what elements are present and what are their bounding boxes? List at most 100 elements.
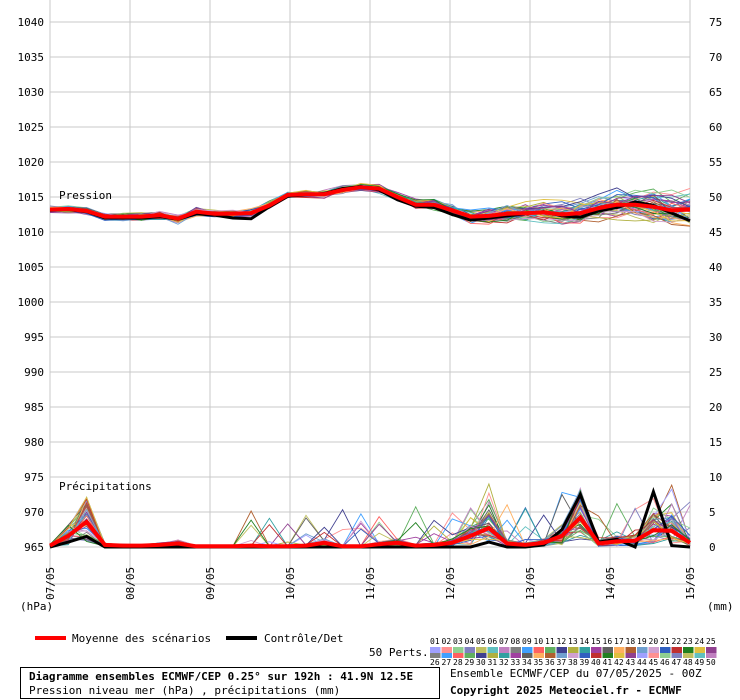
- perturbation-number: 03: [453, 637, 463, 646]
- perturbation-swatch: [591, 653, 602, 658]
- perturbation-number: 17: [614, 637, 624, 646]
- left-tick-label: 1010: [18, 226, 45, 239]
- perturbation-number: 45: [649, 658, 659, 667]
- perturbation-swatch: [648, 647, 659, 653]
- perturbation-swatch: [556, 647, 567, 653]
- perturbation-swatch: [579, 647, 590, 653]
- mean-precip-line: [49, 514, 692, 549]
- perturbation-number: 02: [442, 637, 452, 646]
- perturbation-number: 47: [672, 658, 682, 667]
- perturbation-number: 27: [442, 658, 452, 667]
- grid: [49, 0, 691, 598]
- perturbation-swatch: [556, 653, 567, 658]
- perturbation-swatch: [453, 653, 464, 658]
- left-tick-label: 990: [24, 366, 44, 379]
- right-tick-label: 55: [709, 156, 722, 169]
- perturbation-number: 15: [591, 637, 601, 646]
- perturbation-number: 18: [626, 637, 636, 646]
- x-tick-label: 08/05: [124, 567, 137, 600]
- right-tick-label: 30: [709, 331, 722, 344]
- footer-info-box: Diagramme ensembles ECMWF/CEP 0.25° sur …: [20, 667, 440, 699]
- x-tick-label: 13/05: [524, 567, 537, 600]
- perturbation-swatch: [476, 653, 487, 658]
- perturbation-swatch: [487, 653, 498, 658]
- right-tick-label: 5: [709, 506, 716, 519]
- left-tick-label: 980: [24, 436, 44, 449]
- perturbation-swatch: [648, 653, 659, 658]
- perturbation-swatch: [660, 647, 671, 653]
- perturbation-swatch: [441, 647, 452, 653]
- perturbation-number: 40: [591, 658, 601, 667]
- perturbation-number: 20: [649, 637, 659, 646]
- legend-mean-label: Moyenne des scénarios: [72, 632, 211, 645]
- x-tick-label: 09/05: [204, 567, 217, 600]
- perturbation-swatch: [683, 647, 694, 653]
- main-series: [49, 184, 692, 550]
- perturbation-number: 24: [695, 637, 705, 646]
- perturbation-number: 38: [568, 658, 578, 667]
- perturbation-swatch: [637, 653, 648, 658]
- right-tick-label: 15: [709, 436, 722, 449]
- x-tick-label: 07/05: [44, 567, 57, 600]
- perturbation-number: 14: [580, 637, 590, 646]
- perturbation-swatch: [453, 647, 464, 653]
- left-tick-label: 985: [24, 401, 44, 414]
- perturbation-number: 08: [511, 637, 521, 646]
- legend: Moyenne des scénarios Contrôle/Det 50 Pe…: [35, 632, 429, 659]
- perturbation-swatch: [706, 653, 717, 658]
- left-tick-label: 1030: [18, 86, 45, 99]
- perturbation-swatch: [694, 647, 705, 653]
- left-tick-label: 1035: [18, 51, 45, 64]
- right-tick-label: 10: [709, 471, 722, 484]
- perturbation-swatch: [706, 647, 717, 653]
- left-tick-label: 1005: [18, 261, 45, 274]
- perturbation-swatch: [510, 647, 521, 653]
- left-tick-label: 975: [24, 471, 44, 484]
- perturbation-swatch: [430, 647, 441, 653]
- perturbation-number: 41: [603, 658, 613, 667]
- perturbation-number: 06: [488, 637, 498, 646]
- right-tick-label: 35: [709, 296, 722, 309]
- perturbation-swatch: [522, 653, 533, 658]
- perturbation-number: 46: [660, 658, 670, 667]
- perturbation-swatches: 01 02 03 04 05 06 07 08 09 10 11 12 13 14 15 16 17 18 19 20…: [430, 637, 717, 667]
- perturbation-number: 35: [534, 658, 544, 667]
- left-tick-label: 965: [24, 541, 44, 554]
- left-tick-label: 1020: [18, 156, 45, 169]
- perturbation-number: 21: [660, 637, 670, 646]
- perturbation-swatch: [614, 647, 625, 653]
- pressure-label: Pression: [59, 189, 112, 202]
- left-tick-label: 1025: [18, 121, 45, 134]
- perturbation-number: 33: [511, 658, 521, 667]
- perturbation-swatch: [464, 647, 475, 653]
- perturbation-number: 05: [476, 637, 486, 646]
- perturbation-swatch: [533, 653, 544, 658]
- left-tick-label: 995: [24, 331, 44, 344]
- perturbation-swatch: [487, 647, 498, 653]
- right-tick-label: 60: [709, 121, 722, 134]
- perturbation-number: 10: [534, 637, 544, 646]
- perturbation-swatch: [464, 653, 475, 658]
- perturbation-number: 43: [626, 658, 636, 667]
- perturbation-number: 42: [614, 658, 624, 667]
- perturbation-swatch: [671, 647, 682, 653]
- perturbation-number: 49: [695, 658, 705, 667]
- footer-subtitle: Pression niveau mer (hPa) , précipitatio…: [29, 684, 341, 697]
- right-tick-label: 40: [709, 261, 722, 274]
- perturbation-swatch: [625, 647, 636, 653]
- perturbation-swatch: [625, 653, 636, 658]
- perturbation-swatch: [637, 647, 648, 653]
- left-tick-label: 1000: [18, 296, 45, 309]
- perturbation-number: 11: [545, 637, 555, 646]
- perturbation-number: 39: [580, 658, 590, 667]
- perturbation-number: 30: [476, 658, 486, 667]
- perturbation-number: 31: [488, 658, 498, 667]
- perturbation-swatch: [499, 647, 510, 653]
- right-tick-label: 50: [709, 191, 722, 204]
- perturbation-number: 04: [465, 637, 475, 646]
- perturbation-swatch: [545, 653, 556, 658]
- perturbation-number: 01: [430, 637, 440, 646]
- perturbation-number: 12: [557, 637, 567, 646]
